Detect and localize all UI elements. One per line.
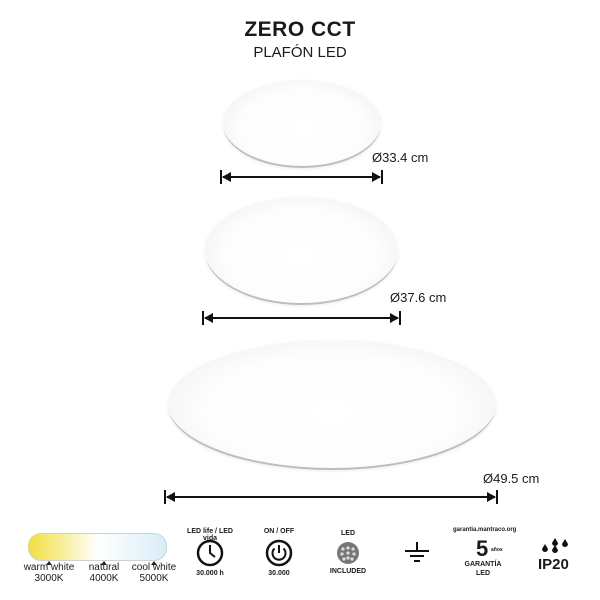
cct-kelvin: 4000K bbox=[89, 573, 119, 584]
dimension-arrow-large bbox=[164, 490, 498, 504]
lamp-small bbox=[223, 77, 381, 168]
led-life-top: LED life / LED vida bbox=[187, 528, 233, 542]
led-included-bottom: INCLUDED bbox=[329, 568, 367, 575]
ground-icon bbox=[405, 542, 429, 562]
warranty-top: garantia.mantraco.org bbox=[453, 527, 517, 533]
cct-name: natural bbox=[88, 562, 120, 573]
led-chip-icon bbox=[337, 542, 359, 564]
dimension-arrow-medium bbox=[202, 311, 401, 325]
cct-kelvin: 3000K bbox=[34, 573, 64, 584]
marker-warm-icon bbox=[46, 561, 52, 565]
marker-cool-icon bbox=[151, 561, 157, 565]
cct-kelvin: 5000K bbox=[139, 573, 169, 584]
ip-rating: IP20 bbox=[538, 556, 569, 573]
warranty-middle: GARANTÍA bbox=[464, 561, 502, 568]
product-subtitle: PLAFÓN LED bbox=[253, 44, 347, 61]
warranty-bottom: LED bbox=[476, 570, 490, 577]
clock-icon bbox=[196, 539, 224, 567]
product-title: ZERO CCT bbox=[244, 18, 356, 41]
cct-name: warm white bbox=[23, 562, 75, 573]
marker-natural-icon bbox=[101, 561, 107, 565]
warranty-years: años bbox=[491, 547, 503, 553]
lamp-large bbox=[168, 337, 496, 470]
cct-name: cool white bbox=[131, 562, 177, 573]
size-label-medium: Ø37.6 cm bbox=[390, 290, 447, 305]
on-off-top: ON / OFF bbox=[263, 528, 295, 535]
size-label-small: Ø33.4 cm bbox=[372, 150, 429, 165]
size-label-large: Ø49.5 cm bbox=[483, 471, 540, 486]
water-drops-icon bbox=[542, 538, 568, 553]
cct-warm: warm white 3000K bbox=[19, 562, 79, 584]
led-life-bottom: 30.000 h bbox=[196, 570, 224, 577]
led-included-top: LED bbox=[341, 530, 355, 537]
warranty-number: 5 bbox=[476, 536, 489, 561]
power-icon bbox=[265, 539, 293, 567]
cct-cool: cool white 5000K bbox=[124, 562, 184, 584]
dimension-arrow-small bbox=[220, 170, 383, 184]
on-off-bottom: 30.000 bbox=[268, 570, 290, 577]
cct-natural: natural 4000K bbox=[74, 562, 134, 584]
color-temperature-bar bbox=[28, 533, 167, 561]
lamp-medium bbox=[205, 194, 398, 305]
